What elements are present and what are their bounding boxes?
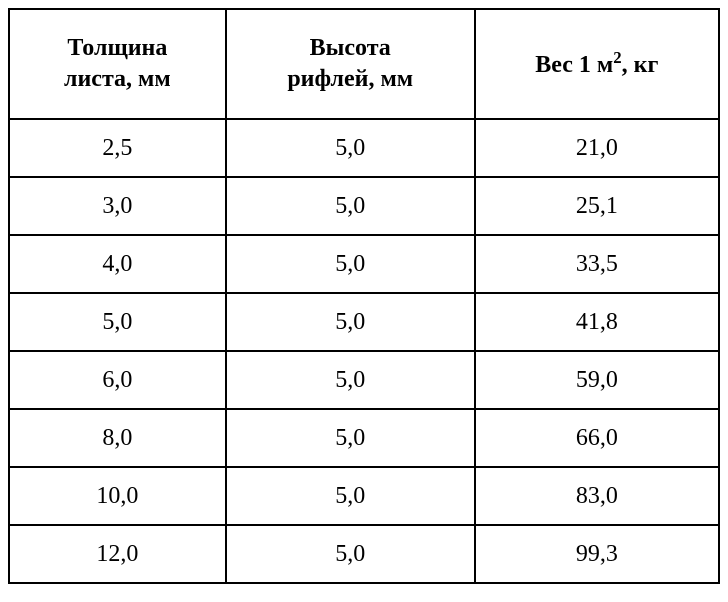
cell-thickness: 10,0 [9, 467, 226, 525]
cell-weight: 33,5 [475, 235, 719, 293]
cell-height: 5,0 [226, 177, 475, 235]
cell-weight: 59,0 [475, 351, 719, 409]
col-header-weight: Вес 1 м2, кг [475, 9, 719, 119]
header-row: Толщина листа, мм Высота рифлей, мм Вес … [9, 9, 719, 119]
cell-weight: 25,1 [475, 177, 719, 235]
header-text: Вес 1 м [535, 52, 613, 78]
cell-weight: 83,0 [475, 467, 719, 525]
table-body: 2,5 5,0 21,0 3,0 5,0 25,1 4,0 5,0 33,5 5… [9, 119, 719, 583]
cell-weight: 99,3 [475, 525, 719, 583]
cell-height: 5,0 [226, 409, 475, 467]
table-row: 5,0 5,0 41,8 [9, 293, 719, 351]
cell-weight: 66,0 [475, 409, 719, 467]
cell-thickness: 8,0 [9, 409, 226, 467]
cell-height: 5,0 [226, 235, 475, 293]
cell-height: 5,0 [226, 293, 475, 351]
header-text: Высота [310, 35, 391, 61]
header-text: листа, мм [64, 66, 171, 92]
cell-thickness: 5,0 [9, 293, 226, 351]
cell-height: 5,0 [226, 525, 475, 583]
header-sup: 2 [613, 48, 621, 67]
header-text: рифлей, мм [287, 66, 413, 92]
col-header-height: Высота рифлей, мм [226, 9, 475, 119]
table-header: Толщина листа, мм Высота рифлей, мм Вес … [9, 9, 719, 119]
cell-height: 5,0 [226, 467, 475, 525]
table-row: 3,0 5,0 25,1 [9, 177, 719, 235]
table-row: 12,0 5,0 99,3 [9, 525, 719, 583]
table-row: 10,0 5,0 83,0 [9, 467, 719, 525]
cell-thickness: 3,0 [9, 177, 226, 235]
cell-height: 5,0 [226, 119, 475, 177]
cell-thickness: 4,0 [9, 235, 226, 293]
header-text: Толщина [67, 35, 167, 61]
cell-height: 5,0 [226, 351, 475, 409]
header-text: , кг [622, 52, 659, 78]
cell-weight: 41,8 [475, 293, 719, 351]
cell-thickness: 12,0 [9, 525, 226, 583]
cell-weight: 21,0 [475, 119, 719, 177]
data-table: Толщина листа, мм Высота рифлей, мм Вес … [8, 8, 720, 584]
table-row: 4,0 5,0 33,5 [9, 235, 719, 293]
cell-thickness: 2,5 [9, 119, 226, 177]
table-row: 6,0 5,0 59,0 [9, 351, 719, 409]
table-row: 8,0 5,0 66,0 [9, 409, 719, 467]
table-row: 2,5 5,0 21,0 [9, 119, 719, 177]
col-header-thickness: Толщина листа, мм [9, 9, 226, 119]
cell-thickness: 6,0 [9, 351, 226, 409]
